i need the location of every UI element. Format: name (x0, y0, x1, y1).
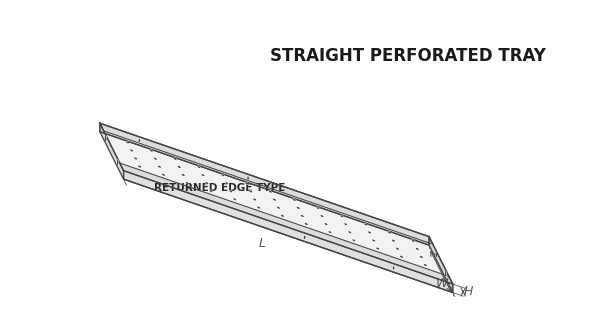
Polygon shape (134, 158, 137, 159)
Polygon shape (100, 132, 453, 293)
Polygon shape (400, 256, 402, 258)
Polygon shape (131, 150, 132, 151)
Polygon shape (429, 236, 453, 293)
Polygon shape (341, 215, 343, 217)
Polygon shape (301, 215, 303, 216)
Polygon shape (376, 248, 379, 249)
Polygon shape (206, 182, 208, 184)
Polygon shape (373, 240, 374, 241)
Polygon shape (253, 199, 255, 200)
Polygon shape (304, 236, 305, 238)
Polygon shape (297, 207, 299, 208)
Polygon shape (154, 158, 157, 159)
Text: RETURNED EDGE TYPE: RETURNED EDGE TYPE (154, 183, 285, 193)
Polygon shape (100, 123, 429, 245)
Polygon shape (416, 248, 418, 249)
Polygon shape (182, 174, 184, 176)
Polygon shape (163, 174, 164, 175)
Polygon shape (368, 232, 370, 233)
Polygon shape (393, 240, 394, 241)
Polygon shape (247, 177, 249, 179)
Polygon shape (226, 183, 228, 184)
Polygon shape (100, 123, 123, 179)
Polygon shape (388, 232, 390, 233)
Polygon shape (420, 256, 422, 258)
Polygon shape (126, 142, 128, 143)
Polygon shape (349, 231, 351, 233)
Polygon shape (186, 182, 188, 184)
Polygon shape (273, 199, 275, 200)
Polygon shape (100, 123, 453, 284)
Polygon shape (120, 163, 453, 284)
Polygon shape (396, 248, 399, 249)
Polygon shape (325, 223, 327, 225)
Polygon shape (353, 239, 355, 241)
Polygon shape (222, 174, 224, 176)
Polygon shape (138, 166, 140, 167)
Polygon shape (424, 264, 426, 266)
Polygon shape (230, 191, 232, 192)
Text: STRAIGHT PERFORATED TRAY: STRAIGHT PERFORATED TRAY (270, 47, 546, 65)
Polygon shape (210, 190, 212, 192)
Polygon shape (278, 207, 279, 208)
Polygon shape (329, 231, 331, 233)
Polygon shape (150, 150, 152, 151)
Polygon shape (345, 223, 347, 225)
Polygon shape (393, 267, 394, 269)
Polygon shape (174, 158, 176, 159)
Polygon shape (258, 207, 259, 208)
Polygon shape (269, 191, 272, 192)
Polygon shape (293, 199, 295, 200)
Polygon shape (198, 166, 200, 168)
Polygon shape (139, 139, 140, 142)
Text: W: W (436, 277, 448, 290)
Polygon shape (281, 215, 284, 216)
Text: L: L (258, 236, 265, 249)
Polygon shape (123, 171, 453, 293)
Text: H: H (464, 285, 473, 298)
Polygon shape (317, 207, 319, 209)
Polygon shape (234, 199, 236, 200)
Polygon shape (178, 166, 180, 168)
Polygon shape (246, 183, 247, 184)
Polygon shape (158, 166, 160, 167)
Polygon shape (321, 215, 323, 217)
Polygon shape (249, 191, 252, 192)
Polygon shape (100, 123, 433, 244)
Polygon shape (202, 174, 204, 176)
Polygon shape (305, 223, 307, 224)
Polygon shape (412, 240, 414, 241)
Polygon shape (364, 224, 367, 225)
